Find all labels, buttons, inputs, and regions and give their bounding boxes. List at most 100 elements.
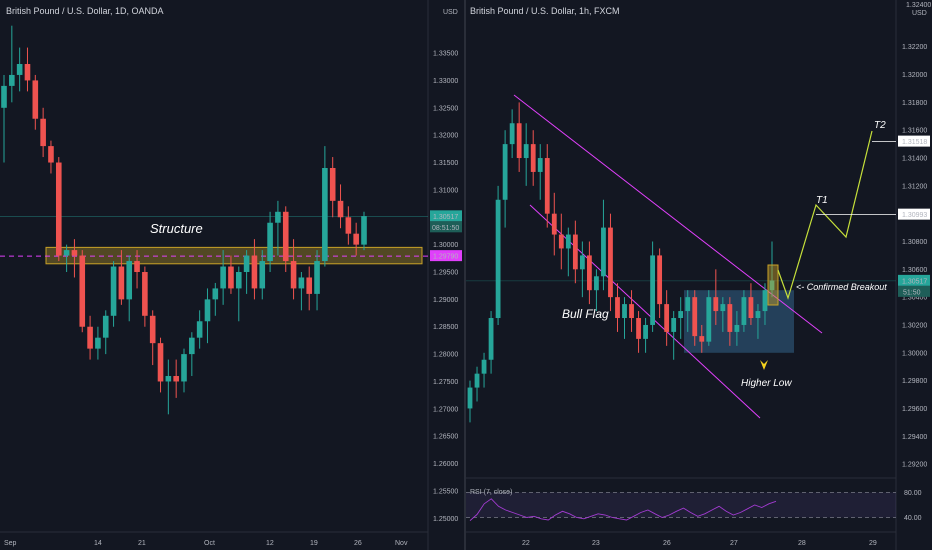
right-candle-body [727, 304, 733, 332]
right-candle-body [572, 234, 578, 270]
right-candle-body [537, 158, 543, 172]
left-candle-body [251, 255, 258, 289]
right-candle-body [481, 359, 487, 374]
right-rsi-band [466, 492, 896, 518]
left-countdown-badge [430, 221, 462, 233]
left-price-tick: 1.33000 [433, 78, 458, 85]
right-price-tick: 1.29800 [902, 378, 927, 385]
left-price-tick: 1.29500 [433, 270, 458, 277]
left-date-tick: 14 [94, 540, 102, 547]
right-candle-body [509, 123, 515, 145]
right-candle-body [467, 387, 473, 409]
right-candle-body [601, 227, 606, 277]
right-countdown-text: 51:50 [903, 289, 921, 296]
left-candle-body [337, 200, 344, 218]
right-candle-body [671, 318, 677, 332]
left-candle-body [322, 168, 328, 262]
left-price-tick: 1.28500 [433, 324, 458, 331]
left-candle-body [314, 261, 320, 294]
right-channel-upper [513, 94, 823, 334]
right-candle-body [685, 297, 691, 312]
left-chart-pane[interactable]: British Pound / U.S. Dollar, 1D, OANDA U… [0, 0, 464, 550]
right-candle-body [502, 144, 508, 200]
right-price-tick: 1.30400 [902, 295, 927, 302]
left-candle-body [48, 146, 54, 163]
right-candle-body [594, 276, 599, 291]
left-candle-body [220, 266, 226, 289]
right-candle-body [706, 297, 712, 342]
left-candle-body [24, 64, 31, 81]
left-candle-body [79, 255, 86, 327]
left-date-tick: 21 [138, 540, 146, 547]
left-candle-body [142, 272, 148, 316]
left-candle-body [353, 233, 359, 245]
right-candle-body [678, 311, 684, 319]
left-date-tick: 26 [354, 540, 362, 547]
left-candle-body [134, 261, 140, 272]
right-candle-body [495, 199, 501, 319]
right-price-tick: 1.29600 [902, 406, 927, 413]
right-t1-price-badge [898, 208, 930, 220]
left-candle-body [102, 315, 109, 338]
left-candle-body [40, 118, 46, 147]
left-candle-body [110, 266, 117, 316]
left-candle-body [95, 337, 101, 349]
right-higher-low-arrow [760, 360, 768, 370]
right-current-price-badge [898, 274, 930, 286]
right-candle-body [720, 304, 726, 312]
right-candle-body [748, 297, 754, 319]
left-candle-body [87, 326, 93, 349]
left-candle-body [267, 222, 273, 262]
left-chart-canvas[interactable]: USD 1.33500 1.33000 1.32500 1.32000 1.31500 1.… [0, 0, 464, 550]
right-price-tick: 1.30000 [902, 350, 927, 357]
left-candle-body [55, 162, 62, 256]
left-candle-body [118, 266, 125, 300]
right-breakout-label: <- Confirmed Breakout [796, 282, 887, 292]
left-currency-label: USD [443, 9, 458, 16]
left-candle-body [63, 250, 70, 256]
left-candle-body [157, 343, 164, 382]
left-candle-body [9, 74, 15, 86]
left-candle-body [149, 315, 156, 344]
left-price-tick: 1.29000 [433, 297, 458, 304]
left-date-tick: Nov [395, 540, 408, 547]
left-price-tick: 1.33500 [433, 51, 458, 58]
left-price-tick: 1.27500 [433, 379, 458, 386]
right-price-tick: 1.30200 [902, 322, 927, 329]
left-candle-body [165, 376, 172, 382]
right-candle-body [608, 227, 613, 298]
right-candle-body [769, 280, 775, 291]
left-price-tick: 1.32500 [433, 105, 458, 112]
right-price-tick: 1.31400 [902, 156, 927, 163]
pane-divider[interactable] [464, 0, 466, 550]
right-candle-body [488, 318, 494, 360]
left-structure-label: Structure [150, 221, 203, 236]
right-candle-body [650, 255, 656, 325]
left-candle-body [275, 211, 281, 223]
right-price-tick: 1.32200 [902, 44, 927, 51]
left-candle-body [361, 216, 367, 245]
right-chart-pane[interactable]: British Pound / U.S. Dollar, 1h, FXCM 1.… [466, 0, 932, 550]
left-price-tick: 1.25500 [433, 488, 458, 495]
right-date-tick: 29 [869, 540, 877, 547]
right-t2-price-badge [898, 135, 930, 147]
right-date-tick: 28 [798, 540, 806, 547]
right-currency-label: USD [912, 10, 927, 17]
left-current-price-text: 1.30517 [433, 214, 458, 221]
left-date-tick: 19 [310, 540, 318, 547]
right-price-tick: 1.29200 [902, 462, 927, 469]
left-price-tick: 1.30000 [433, 242, 458, 249]
left-candle-body [306, 277, 313, 294]
left-candle-body [204, 299, 211, 322]
left-price-tick: 1.31500 [433, 160, 458, 167]
right-candle-body [615, 297, 620, 319]
right-candle-body [636, 318, 641, 339]
right-candle-body [657, 255, 663, 305]
left-candle-body [345, 217, 352, 234]
right-candle-body [530, 144, 536, 172]
left-price-tick: 1.26500 [433, 434, 458, 441]
left-price-tick: 1.31000 [433, 187, 458, 194]
right-candle-body [586, 255, 592, 291]
left-structure-zone [45, 246, 423, 265]
